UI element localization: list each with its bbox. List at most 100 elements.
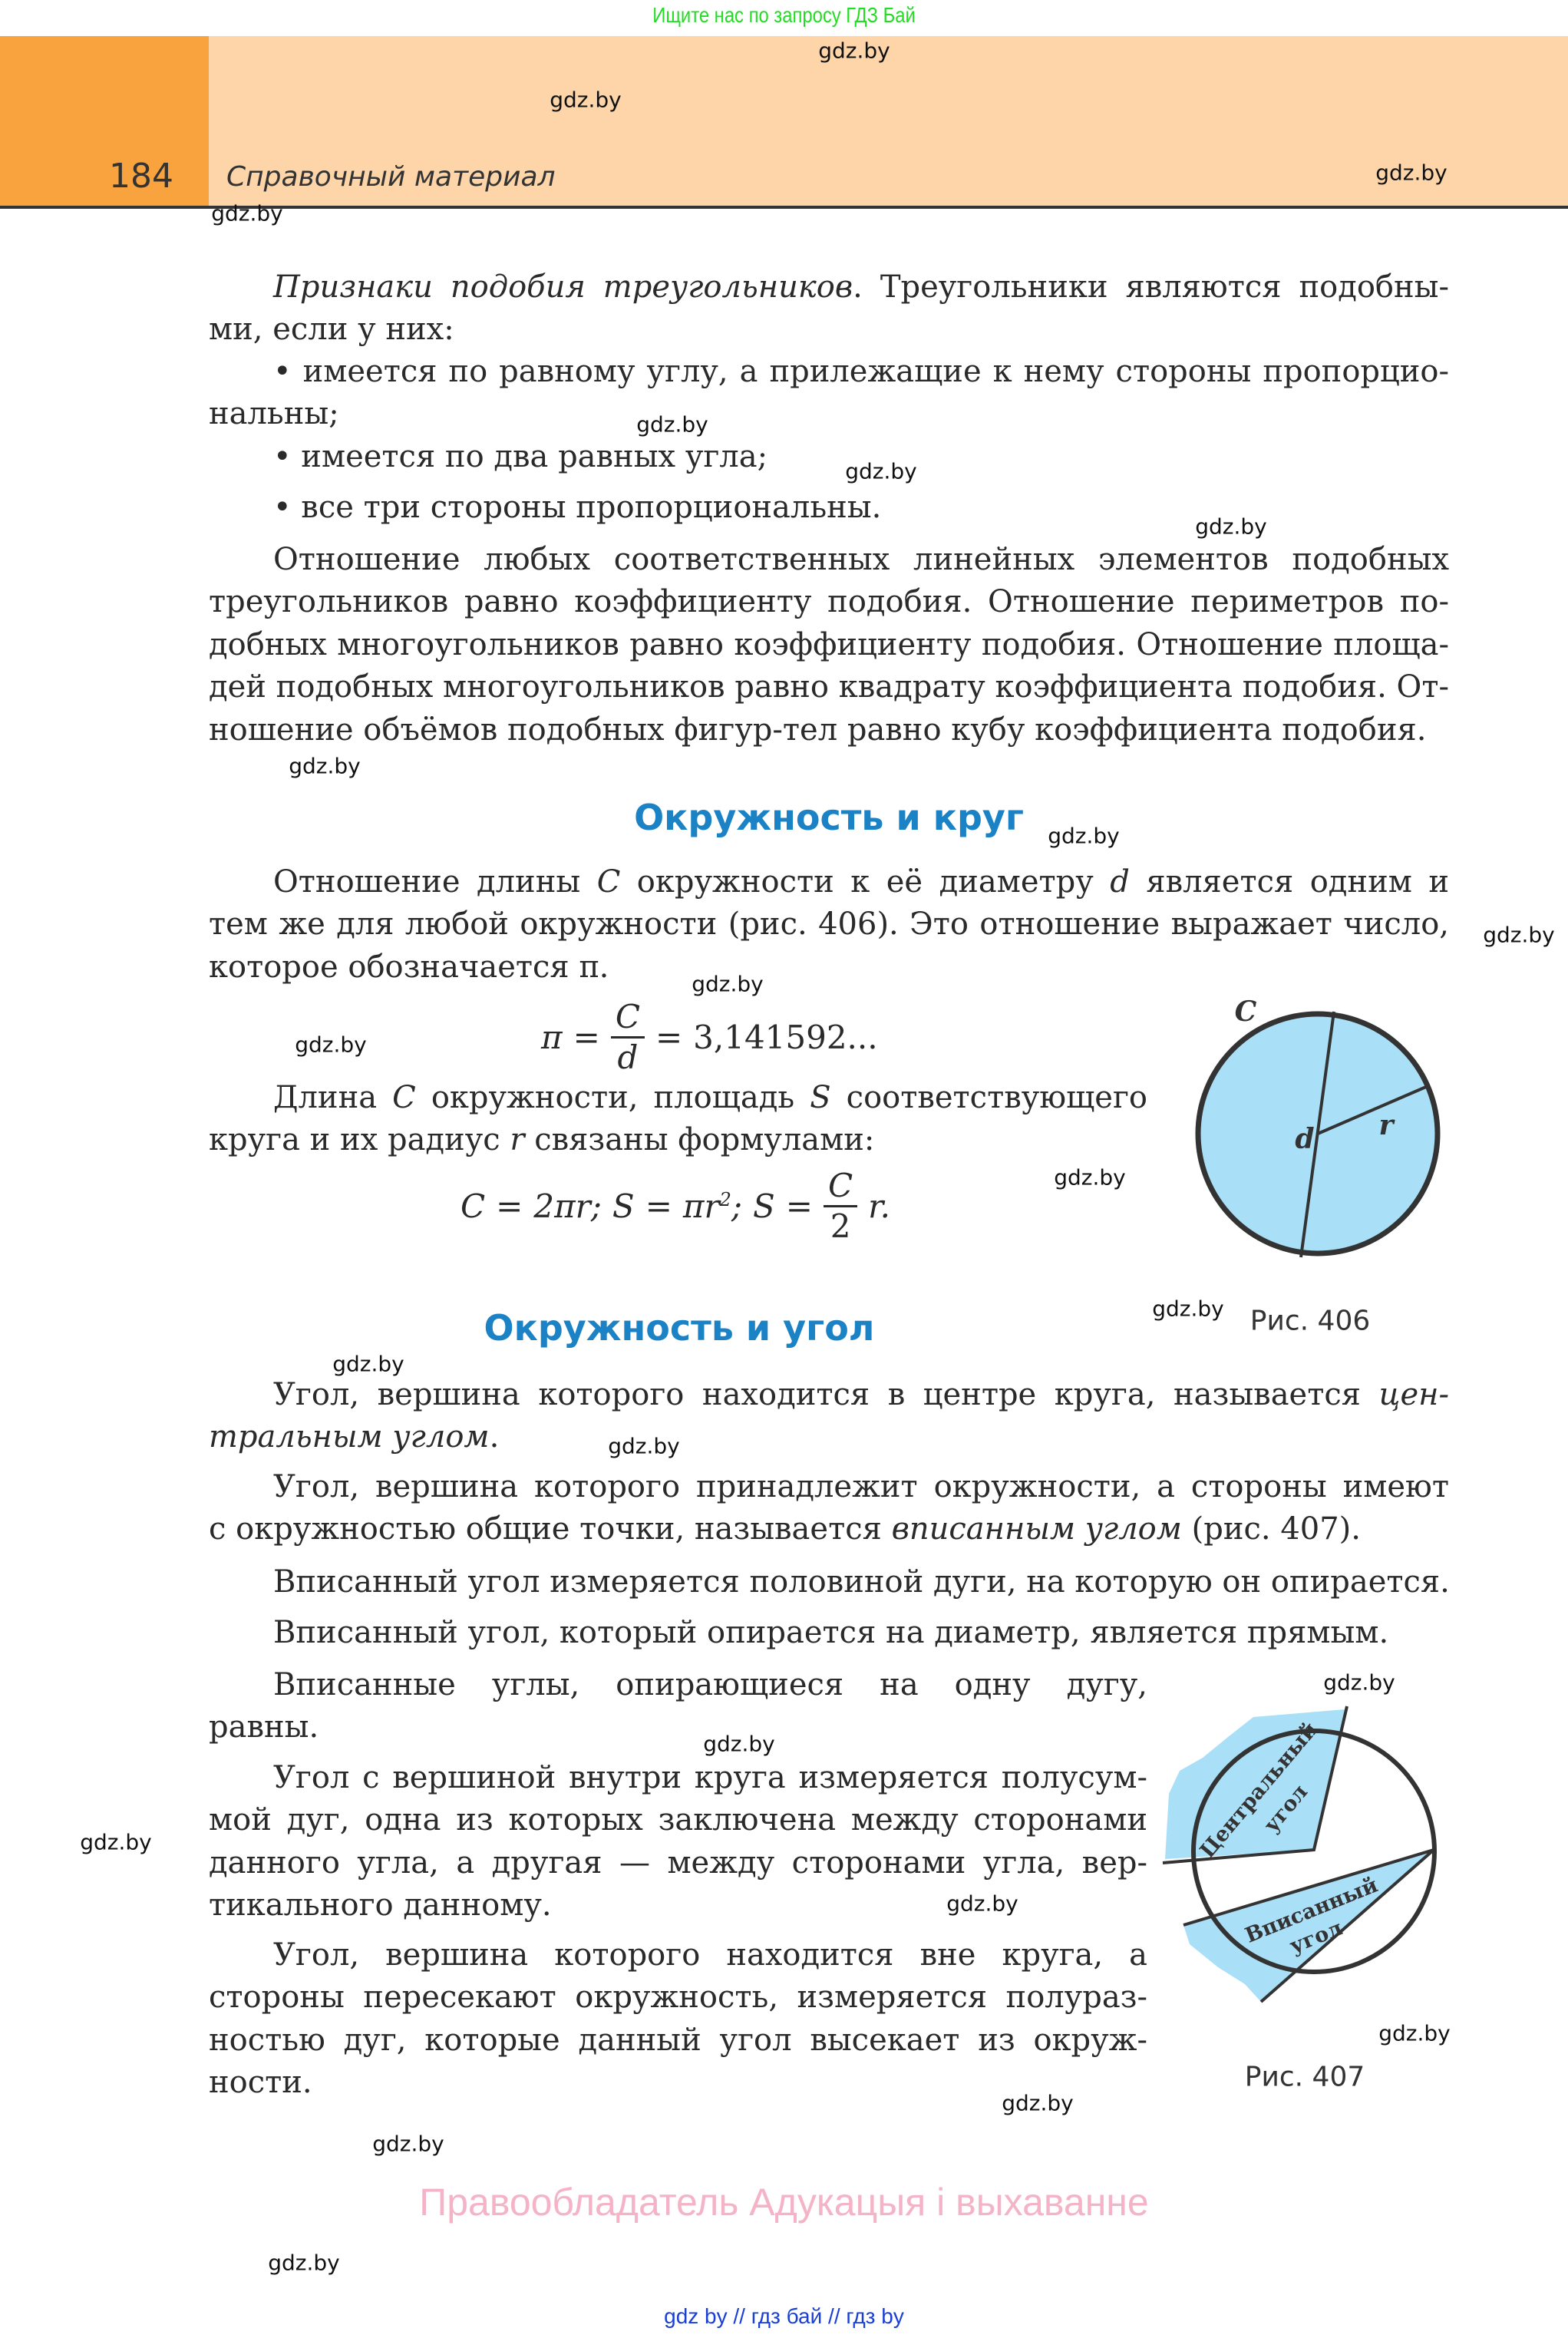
watermark: gdz.by bbox=[692, 971, 764, 997]
header-band bbox=[0, 36, 1568, 206]
text: стороны пересекают окружность, измеряетс… bbox=[209, 1980, 1147, 2016]
watermark: gdz.by bbox=[1323, 1669, 1395, 1696]
watermark: gdz.by bbox=[1378, 2020, 1451, 2046]
text-line: Отношение длины C окружности к её диамет… bbox=[209, 861, 1449, 903]
var-s: S bbox=[612, 1187, 635, 1225]
text-line: стороны пересекают окружность, измеряетс… bbox=[209, 1976, 1147, 2019]
text: • имеется по два равных угла; bbox=[273, 439, 768, 474]
paragraph: Вписанные углы, опирающиеся на одну дугу… bbox=[209, 1664, 1147, 1749]
text: тем же для любой окружности (рис. 406). … bbox=[209, 906, 1449, 943]
formula-pi: π = C d = 3,141592... bbox=[541, 998, 878, 1077]
text-line: с окружностью общие точки, называется вп… bbox=[209, 1508, 1449, 1550]
text-line: ми, если у них: bbox=[209, 309, 1449, 351]
text-line: Угол с вершиной внутри круга измеряется … bbox=[209, 1757, 1147, 1799]
fraction-c-over-d: C d bbox=[610, 998, 645, 1077]
text-line: Угол, вершина которого находится в центр… bbox=[209, 1374, 1449, 1416]
text-line: мой дуг, одна из которых заключена между… bbox=[209, 1799, 1147, 1841]
text-line: Отношение любых соответственных линейных… bbox=[209, 539, 1449, 581]
text: тикального данному. bbox=[209, 1887, 552, 1924]
text: треугольников равно коэффициенту подобия… bbox=[209, 584, 1449, 620]
text-line: ностью дуг, которые данный угол высекает… bbox=[209, 2019, 1147, 2062]
text: добных многоугольников равно коэффициент… bbox=[209, 626, 1449, 662]
text: ми, если у них: bbox=[209, 312, 454, 348]
text: (рис. 407). bbox=[1181, 1511, 1361, 1547]
text: является одним и bbox=[1129, 864, 1449, 900]
watermark: gdz.by bbox=[946, 1891, 1018, 1917]
watermark: gdz.by bbox=[268, 2250, 340, 2276]
watermark: gdz.by bbox=[332, 1351, 404, 1377]
text-line: добных многоугольников равно коэффициент… bbox=[209, 624, 1449, 666]
watermark: gdz.by bbox=[1195, 514, 1267, 540]
search-banner: Ищите нас по запросу ГДЗ Бай bbox=[652, 3, 916, 27]
text: • все три стороны пропорциональны. bbox=[273, 490, 882, 525]
watermark: gdz.by bbox=[289, 753, 361, 779]
footer-links[interactable]: gdz by // гдз бай // гдз by bbox=[664, 2304, 904, 2328]
text: Вписанные углы, опирающиеся на одну дугу… bbox=[273, 1667, 1147, 1702]
central-angle-fill bbox=[1165, 1709, 1345, 1859]
page-number: 184 bbox=[109, 157, 173, 196]
heading-circle-and-disc: Окружность и круг bbox=[634, 797, 1024, 838]
watermark: gdz.by bbox=[1048, 823, 1120, 849]
var-s: S bbox=[753, 1187, 775, 1225]
paragraph: Длина C окружности, площадь S соответств… bbox=[209, 1077, 1147, 1162]
equals: = bbox=[645, 1187, 672, 1225]
equals: = bbox=[785, 1187, 813, 1225]
watermark: gdz.by bbox=[1054, 1164, 1126, 1190]
paragraph: Вписанный угол, который опирается на диа… bbox=[209, 1612, 1449, 1654]
watermark: gdz.by bbox=[608, 1433, 680, 1459]
text-line: Длина C окружности, площадь S соответств… bbox=[209, 1077, 1147, 1119]
expr-pir2: πr2; bbox=[683, 1187, 742, 1225]
inscribed-angle-rays bbox=[1183, 1848, 1435, 2003]
paragraph: Признаки подобия треугольников. Треуголь… bbox=[209, 266, 1449, 352]
text: соответствующего bbox=[830, 1080, 1147, 1115]
text: окружности к её диаметру bbox=[620, 864, 1111, 900]
text: Угол, вершина которого находится вне кру… bbox=[273, 1937, 1147, 1973]
text-line: нальны; bbox=[209, 393, 1449, 435]
label-r: r bbox=[1379, 1109, 1396, 1141]
header-page-tab bbox=[0, 36, 209, 206]
text-line: круга и их радиус r связаны формулами: bbox=[209, 1119, 1147, 1161]
text: ности. bbox=[209, 2065, 312, 2101]
text: окружности, площадь bbox=[415, 1080, 810, 1115]
paragraph: • имеется по равному углу, а прилежащие … bbox=[209, 351, 1449, 436]
text-line: Угол, вершина которого принадлежит окруж… bbox=[209, 1466, 1449, 1508]
watermark: gdz.by bbox=[845, 458, 917, 484]
paragraph: Отношение длины C окружности к её диамет… bbox=[209, 861, 1449, 989]
header-divider bbox=[0, 206, 1568, 209]
text: равны. bbox=[209, 1709, 319, 1745]
denominator: 2 bbox=[830, 1207, 851, 1245]
paragraph: • имеется по два равных угла; bbox=[209, 436, 1449, 478]
figure-406: C d r bbox=[1195, 996, 1441, 1258]
text-line: тем же для любой окружности (рис. 406). … bbox=[209, 903, 1449, 946]
numerator: C bbox=[610, 998, 645, 1039]
text-line: дей подобных многоугольников равно квадр… bbox=[209, 666, 1449, 708]
text-line: • имеется по два равных угла; bbox=[209, 436, 1449, 478]
text: . Треугольники являются подобны- bbox=[853, 269, 1450, 305]
text-line: ности. bbox=[209, 2062, 1147, 2104]
pir: πr bbox=[682, 1187, 720, 1225]
pi-value: 3,141592... bbox=[693, 1019, 878, 1056]
italic-text: цен- bbox=[1378, 1377, 1449, 1412]
text: которое обозначается π. bbox=[209, 949, 609, 985]
copyright-owner: Правообладатель Адукацыя і выхаванне bbox=[419, 2181, 1149, 2224]
text: Длина bbox=[273, 1080, 393, 1115]
watermark: gdz.by bbox=[818, 38, 890, 64]
text-line: • все три стороны пропорциональны. bbox=[209, 487, 1449, 529]
text-line: Вписанные углы, опирающиеся на одну дугу… bbox=[209, 1664, 1147, 1706]
text-line: тикального данному. bbox=[209, 1884, 1147, 1927]
watermark: gdz.by bbox=[80, 1829, 152, 1855]
italic-text: S bbox=[810, 1080, 831, 1115]
paragraph: Угол, вершина которого находится в центр… bbox=[209, 1374, 1449, 1459]
text: • имеется по равному углу, а прилежащие … bbox=[273, 354, 1449, 389]
text-line: тральным углом. bbox=[209, 1416, 1449, 1458]
paragraph: • все три стороны пропорциональны. bbox=[209, 487, 1449, 529]
text: связаны формулами: bbox=[524, 1122, 875, 1158]
watermark: gdz.by bbox=[1483, 922, 1555, 948]
pi-symbol: π bbox=[541, 1019, 563, 1056]
exponent: 2 bbox=[719, 1189, 731, 1210]
paragraph: Угол, вершина которого находится вне кру… bbox=[209, 1934, 1147, 2105]
denominator: d bbox=[617, 1039, 639, 1076]
label-c: C bbox=[1235, 996, 1257, 1028]
italic-text: C bbox=[392, 1080, 416, 1115]
